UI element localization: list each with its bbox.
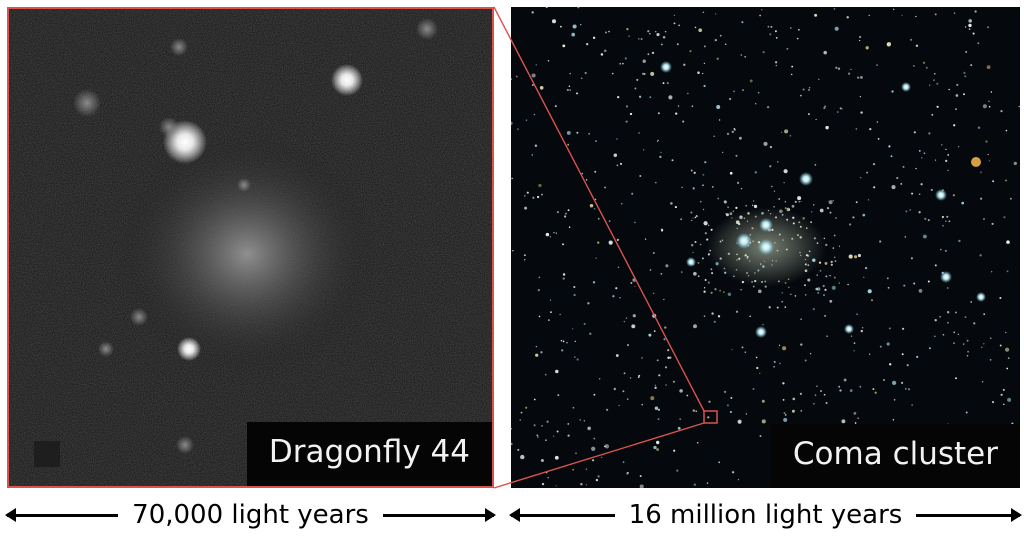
left-arrow-icon: [509, 507, 615, 522]
right-arrow-icon: [916, 507, 1022, 522]
diffuse-galaxy: [117, 134, 377, 374]
left-arrow-icon: [4, 507, 119, 522]
star-field-photo: [511, 7, 1020, 488]
galaxy-photo: [9, 9, 492, 486]
right-arrow-icon: [382, 507, 497, 522]
left-scale-label: 70,000 light years: [132, 500, 369, 530]
right-scale-label: 16 million light years: [628, 500, 903, 530]
cluster-label: Coma cluster: [770, 424, 1020, 488]
coma-cluster-image: Coma cluster: [511, 7, 1020, 488]
galaxy-label: Dragonfly 44: [246, 422, 492, 486]
dragonfly-44-image: Dragonfly 44: [7, 7, 494, 488]
right-scale-bar: 16 million light years: [509, 495, 1022, 535]
zoom-region-marker: [703, 410, 718, 424]
left-scale-bar: 70,000 light years: [4, 495, 497, 535]
